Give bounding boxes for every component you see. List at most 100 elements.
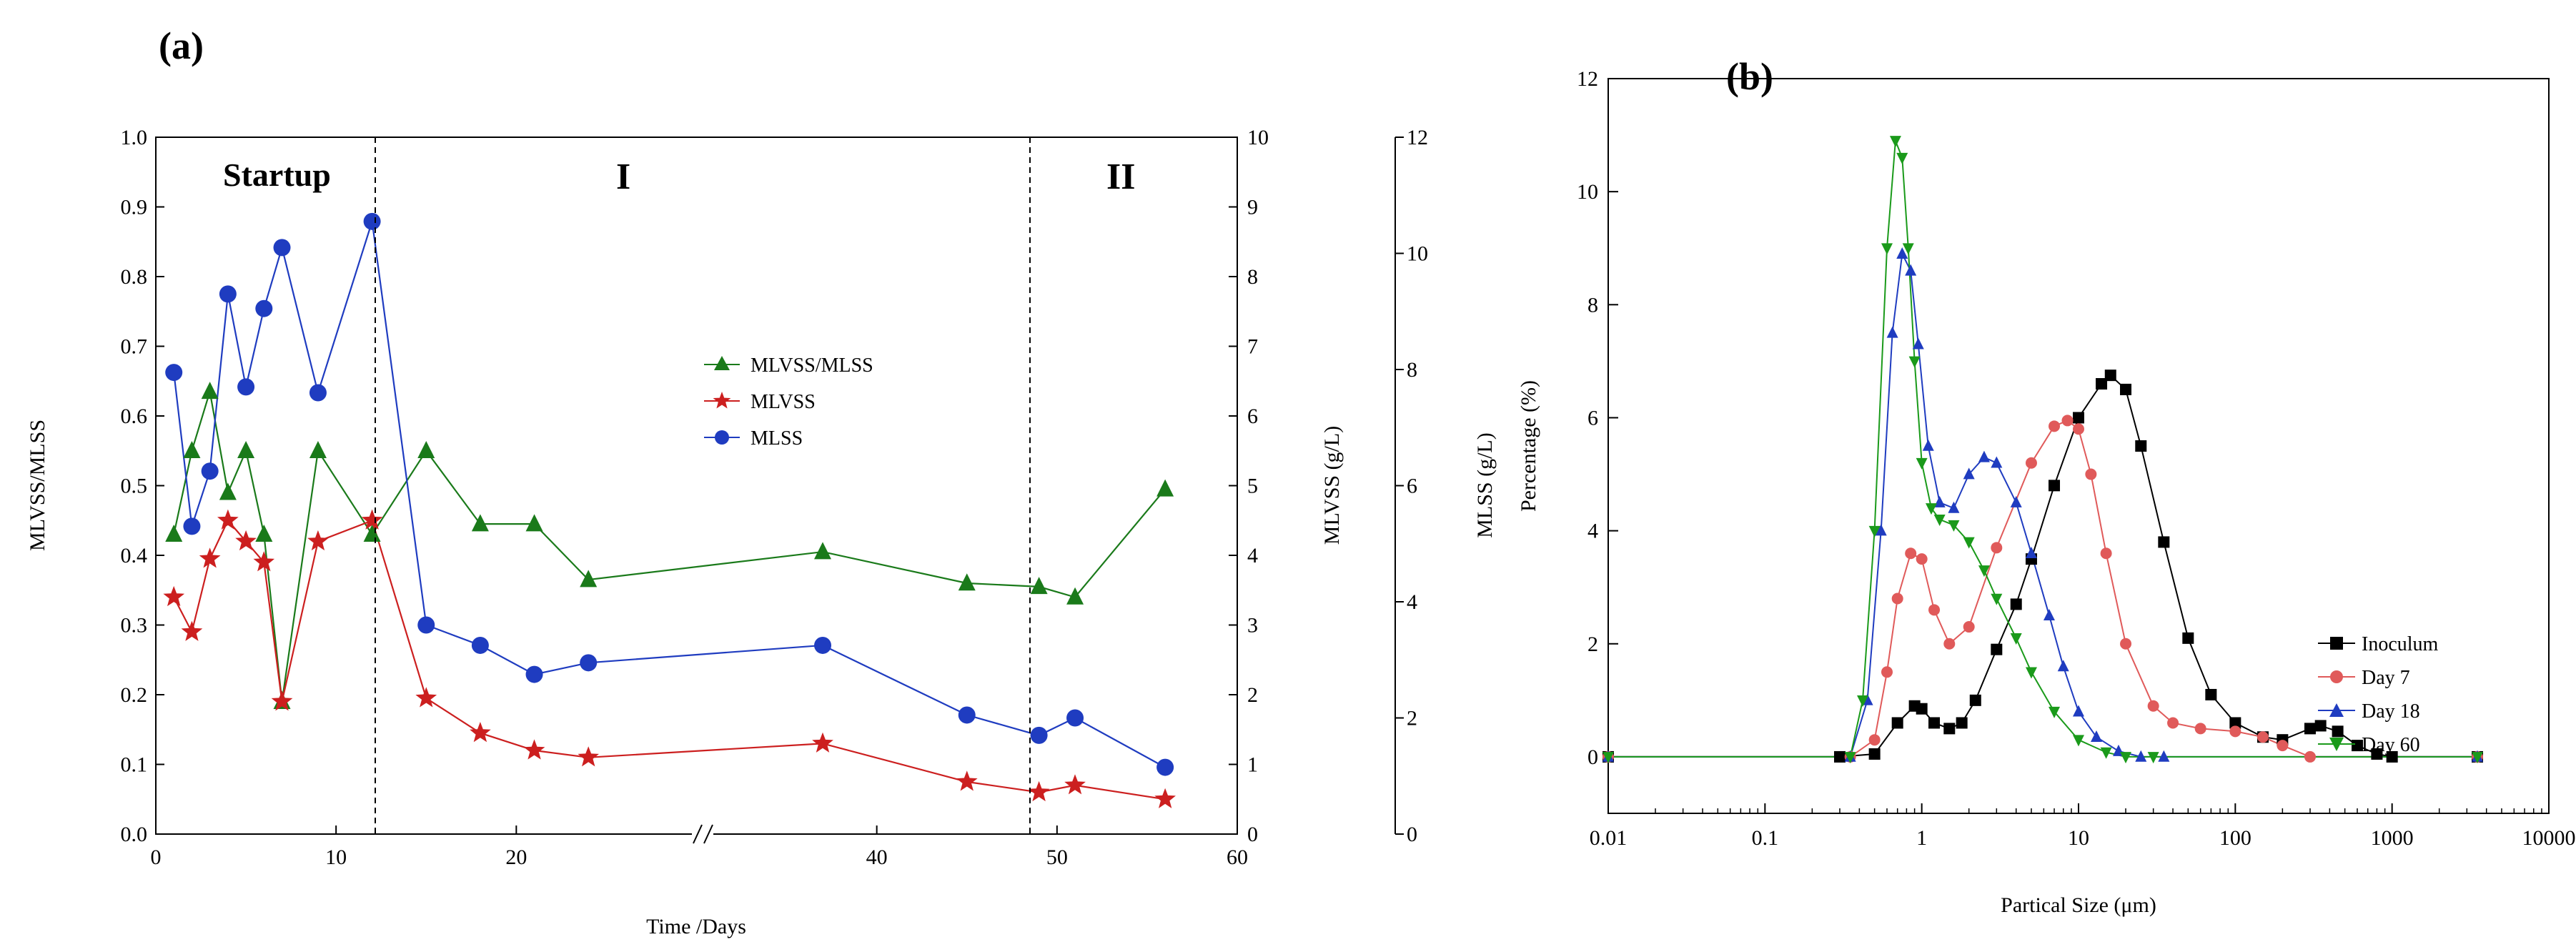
legend-mlss-marker xyxy=(715,430,729,445)
data-point-day-7 xyxy=(2257,731,2269,743)
data-point-mlss xyxy=(165,364,183,382)
data-point-day-60 xyxy=(2010,633,2022,645)
data-point-day-60 xyxy=(1844,752,1856,764)
panel-b-x-tick-label: 0.1 xyxy=(1752,826,1779,850)
data-point-mlss xyxy=(958,706,976,724)
series-line-day-7 xyxy=(1608,420,2477,758)
data-point-day-18 xyxy=(2090,730,2102,743)
data-point-day-7 xyxy=(2167,717,2179,729)
panel-a-left-y-tick-label: 0.5 xyxy=(121,475,148,498)
data-point-day-60 xyxy=(1991,593,2003,605)
panel-b-x-tick-label: 10 xyxy=(2068,826,2089,850)
panel-a-left-y-tick-label: 1.0 xyxy=(121,126,148,149)
panel-b-markers xyxy=(1602,136,2483,764)
data-point-day-18 xyxy=(1948,501,1960,513)
data-point-day-60 xyxy=(1963,537,1975,549)
data-point-mlvss xyxy=(307,530,329,551)
data-point-mlss xyxy=(814,636,832,654)
data-point-day-18 xyxy=(2057,660,2069,672)
legend-day60-label: Day 60 xyxy=(2362,734,2420,756)
panel-a-right-y2-tick-label: 2 xyxy=(1407,707,1417,730)
data-point-inoculum xyxy=(1916,703,1928,715)
region-ii-label: II xyxy=(1106,157,1135,197)
data-point-mlvss-mlss xyxy=(525,514,543,532)
data-point-inoculum xyxy=(1956,717,1968,729)
data-point-day-18 xyxy=(2010,495,2022,507)
series-line-mlvss-mlss xyxy=(173,391,1166,702)
data-point-inoculum xyxy=(2314,720,2327,732)
data-point-day-60 xyxy=(1948,520,1960,532)
data-point-mlvss-mlss xyxy=(183,440,201,458)
data-point-inoculum xyxy=(2352,740,2364,752)
data-point-day-60 xyxy=(2073,735,2084,747)
panel-a-series-lines xyxy=(173,221,1166,800)
panel-a-right-axis-2-label: MLSS (g/L) xyxy=(1473,432,1497,538)
panel-a-right-y2-tick-label: 4 xyxy=(1407,590,1417,614)
panel-a-right-y2-tick-label: 0 xyxy=(1407,823,1417,846)
panel-a-x-tick-label: 0 xyxy=(151,846,162,869)
data-point-mlvss-mlss xyxy=(814,542,832,560)
data-point-mlvss-mlss xyxy=(1156,479,1174,497)
data-point-mlss xyxy=(273,239,291,257)
data-point-day-7 xyxy=(2100,547,2112,560)
panel-b-y-tick-label: 2 xyxy=(1587,633,1598,656)
data-point-inoculum xyxy=(2135,440,2147,452)
data-point-inoculum xyxy=(1833,750,1846,763)
data-point-day-18 xyxy=(1963,467,1975,480)
data-point-inoculum xyxy=(1928,717,1941,729)
legend-day7-label: Day 7 xyxy=(2362,667,2410,689)
data-point-day-60 xyxy=(1896,152,1908,164)
data-point-inoculum xyxy=(2049,480,2061,492)
panel-a-markers xyxy=(163,212,1176,808)
panel-b-ticks: 0.01 0.1 1 10 100 1000 10000 0 2 4 6 8 10 12 xyxy=(1577,67,2576,850)
data-point-mlvss-mlss xyxy=(309,440,327,458)
data-point-mlss xyxy=(201,462,219,480)
panel-a-right-y2-tick-label: 10 xyxy=(1407,242,1428,266)
data-point-day-60 xyxy=(2471,752,2483,764)
panel-a-right-y1-tick-label: 10 xyxy=(1247,126,1269,149)
data-point-inoculum xyxy=(2386,750,2398,763)
data-point-day-18 xyxy=(2043,609,2055,621)
data-point-mlvss xyxy=(956,770,978,791)
data-point-inoculum xyxy=(2205,688,2217,700)
data-point-day-18 xyxy=(1875,524,1887,536)
series-line-inoculum xyxy=(1608,374,2477,758)
panel-b-label: (b) xyxy=(1726,55,1773,98)
data-point-inoculum xyxy=(2073,412,2084,424)
panel-a-legend: MLVSS/MLSS MLVSS MLSS xyxy=(704,354,873,450)
panel-a-x-tick-label: 40 xyxy=(866,846,888,869)
data-point-day-60 xyxy=(1602,752,1614,764)
data-point-day-60 xyxy=(1889,136,1901,148)
panel-a-right-y1-tick-label: 6 xyxy=(1247,405,1258,428)
panel-a-right-y1-tick-label: 1 xyxy=(1247,753,1258,777)
legend-inoculum-marker xyxy=(2330,637,2343,650)
data-point-mlss xyxy=(255,299,273,317)
data-point-mlvss-mlss xyxy=(958,573,976,591)
data-point-day-7 xyxy=(2085,468,2097,480)
data-point-mlvss xyxy=(415,687,437,708)
panel-a-right-y1-tick-label: 9 xyxy=(1247,196,1258,219)
data-point-day-7 xyxy=(2277,740,2289,752)
data-point-mlss xyxy=(237,378,255,396)
data-point-mlss xyxy=(219,285,237,303)
data-point-mlss xyxy=(417,616,435,634)
data-point-day-18 xyxy=(1991,456,2003,468)
legend-day18-marker xyxy=(2329,703,2344,717)
panel-a-left-y-tick-label: 0.4 xyxy=(121,544,148,567)
legend-inoculum-label: Inoculum xyxy=(2362,633,2439,655)
legend-mlvss-marker xyxy=(713,392,731,409)
data-point-day-7 xyxy=(1943,638,1956,650)
data-point-day-7 xyxy=(2061,415,2074,427)
panel-b-legend: Inoculum Day 7 Day 18 Day 60 xyxy=(2318,633,2439,756)
panel-b-y-axis-label: Percentage (%) xyxy=(1517,380,1540,512)
data-point-day-18 xyxy=(1886,326,1898,338)
data-point-day-7 xyxy=(1905,547,1917,560)
data-point-mlvss xyxy=(235,530,257,551)
data-point-day-60 xyxy=(2100,747,2112,759)
data-point-mlvss-mlss xyxy=(417,440,435,458)
data-point-day-18 xyxy=(1905,264,1917,276)
data-point-mlss xyxy=(1066,709,1084,727)
data-point-day-60 xyxy=(1857,695,1869,708)
data-point-mlvss xyxy=(361,509,383,530)
data-point-inoculum xyxy=(2158,536,2170,548)
